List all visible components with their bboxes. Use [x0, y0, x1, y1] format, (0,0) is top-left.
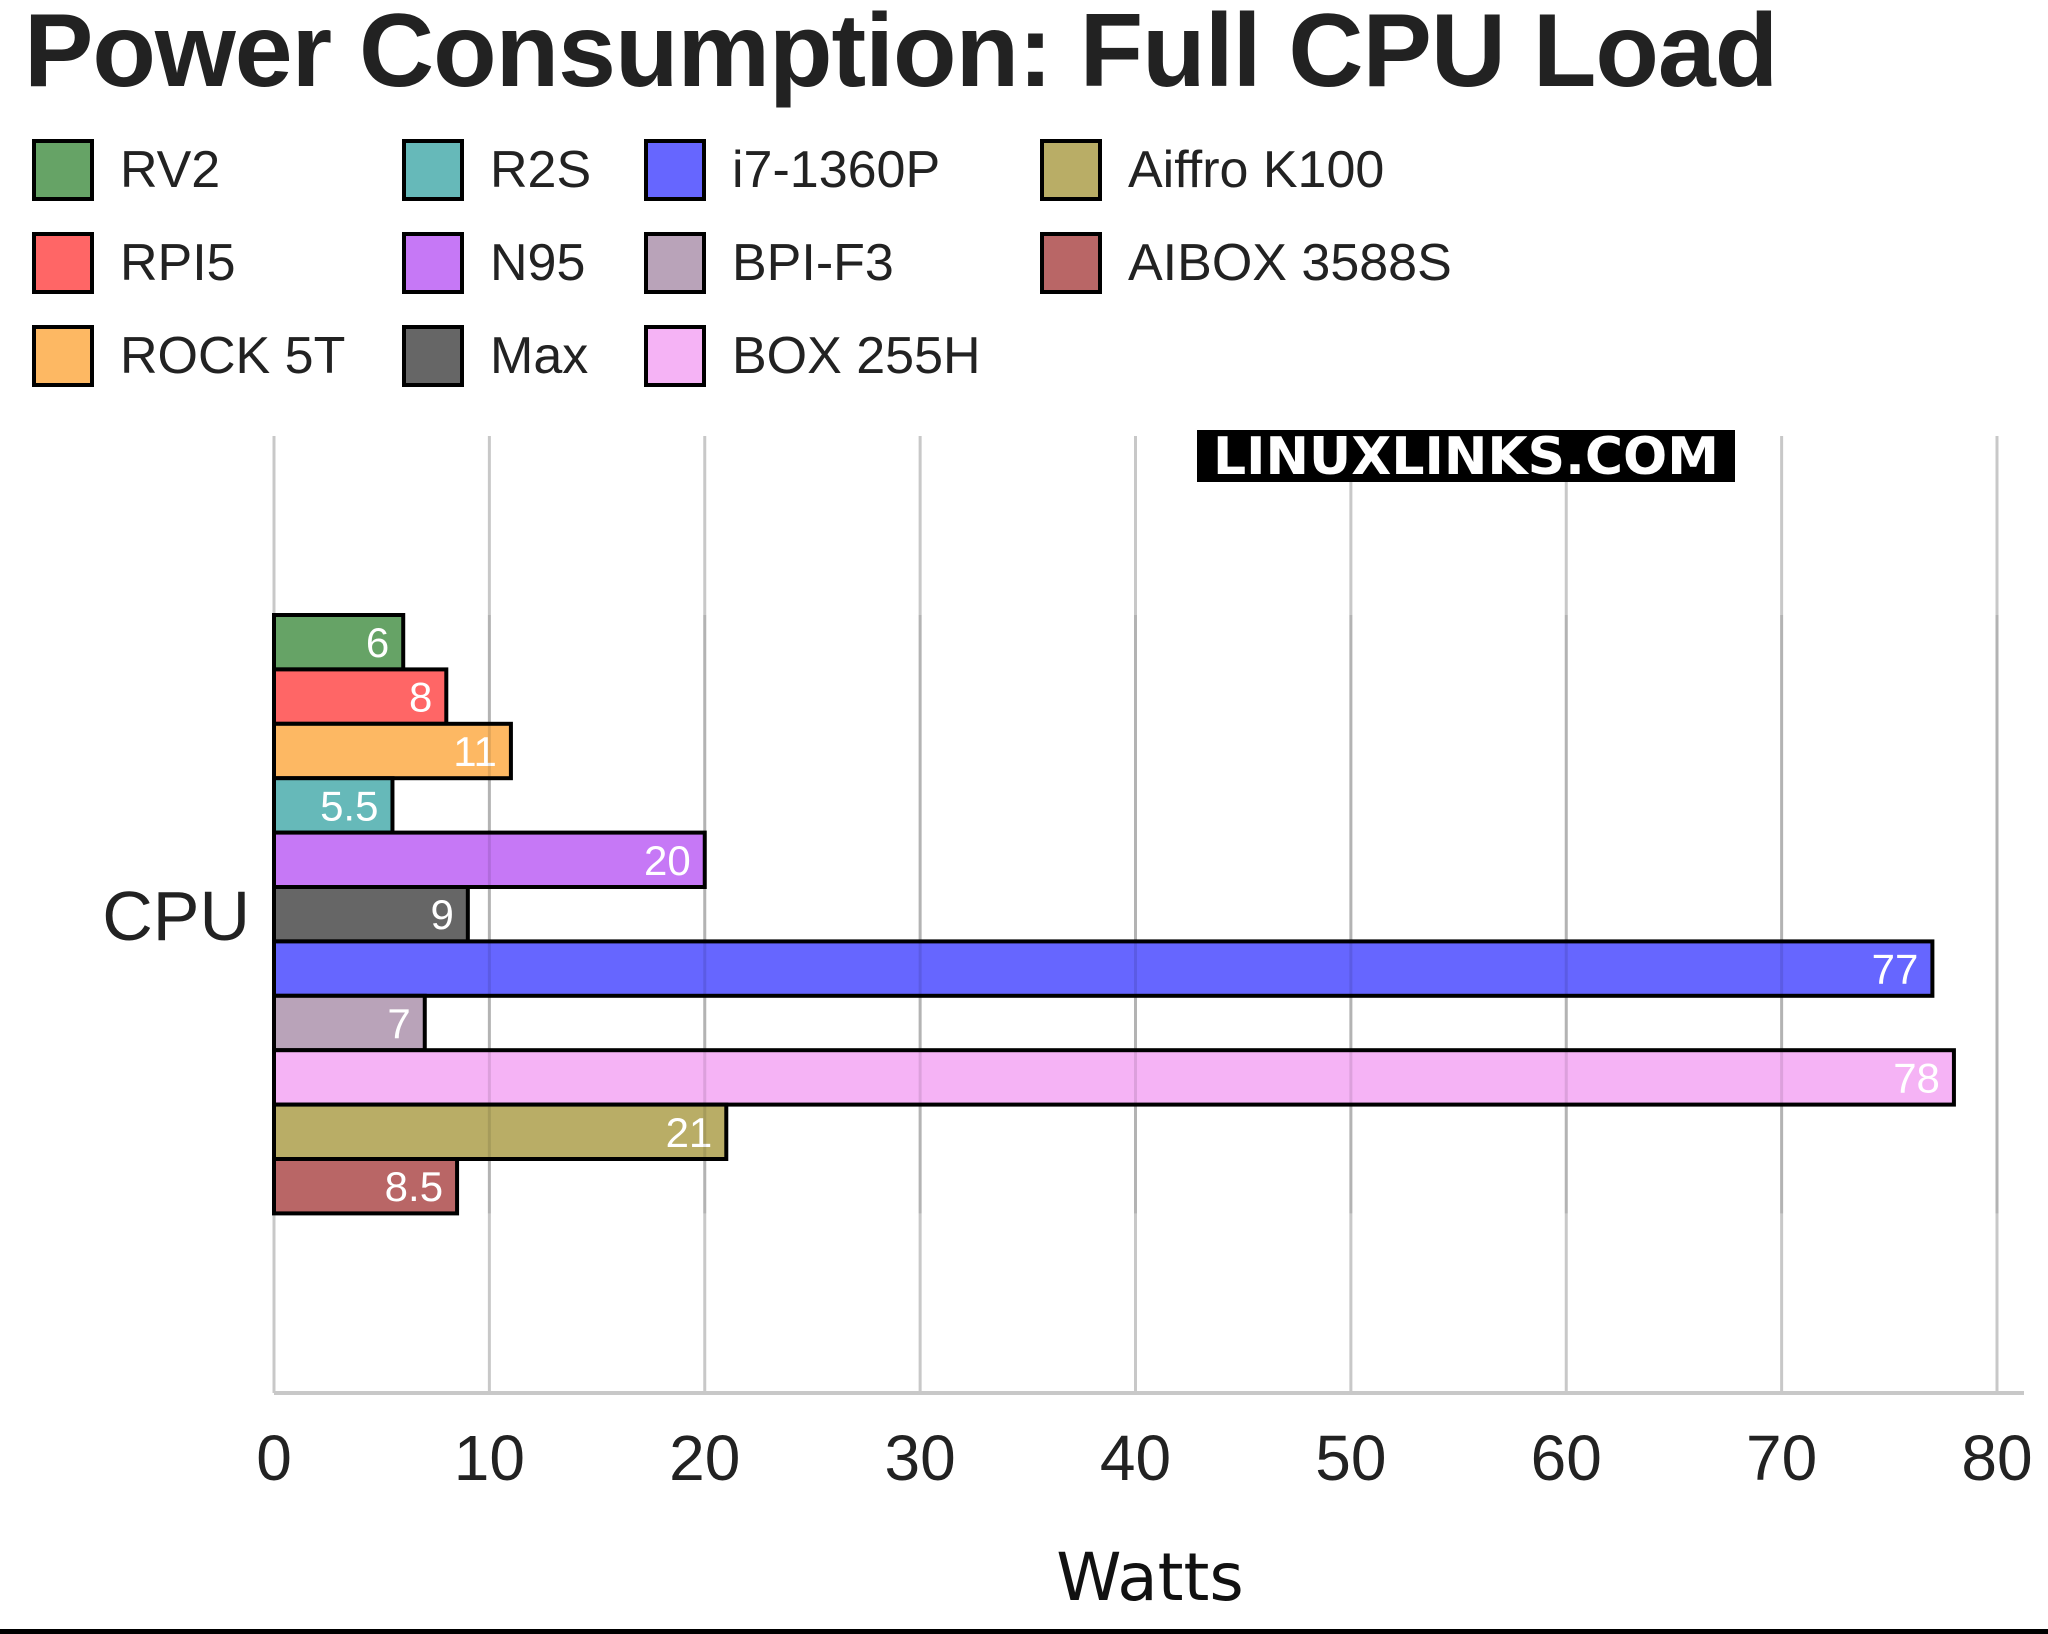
category-label: CPU [102, 877, 250, 955]
bar-value-label: 11 [453, 728, 497, 775]
x-tick-label: 60 [1531, 1422, 1602, 1494]
bar-value-label: 5.5 [320, 782, 378, 829]
legend-label: AIBOX 3588S [1128, 234, 1452, 292]
x-tick-label: 40 [1100, 1422, 1171, 1494]
bar [272, 1102, 729, 1161]
legend-label: ROCK 5T [120, 327, 346, 385]
watermark-box [1197, 430, 1735, 482]
legend-item: N95 [402, 229, 585, 297]
legend-swatch [32, 232, 94, 294]
legend-swatch [644, 325, 706, 387]
bar [272, 776, 395, 835]
legend-swatch [402, 232, 464, 294]
legend-label: BOX 255H [732, 327, 981, 385]
x-tick-label: 20 [669, 1422, 740, 1494]
watermark-text: LINUXLINKS.COM [1213, 427, 1719, 487]
x-tick-label: 10 [454, 1422, 525, 1494]
x-axis-label: Watts [1056, 1539, 1244, 1616]
x-tick-label: 70 [1746, 1422, 1817, 1494]
bar-value-label: 20 [644, 837, 691, 884]
chart-title: Power Consumption: Full CPU Load [24, 0, 1778, 109]
legend-swatch [402, 139, 464, 201]
legend-swatch [644, 232, 706, 294]
legend-item: BOX 255H [644, 322, 981, 390]
x-tick-label: 30 [885, 1422, 956, 1494]
bar [272, 830, 707, 889]
legend-swatch [1040, 139, 1102, 201]
bar [272, 1157, 460, 1216]
legend-swatch [32, 325, 94, 387]
legend-item: BPI-F3 [644, 229, 894, 297]
bar-value-label: 8 [409, 674, 432, 721]
legend-label: N95 [490, 234, 586, 292]
legend-item: RPI5 [32, 229, 236, 297]
legend-label: i7-1360P [732, 141, 941, 199]
bar-value-label: 78 [1893, 1054, 1940, 1101]
x-tick-label: 0 [256, 1422, 292, 1494]
legend-item: i7-1360P [644, 136, 940, 204]
x-tick-label: 50 [1315, 1422, 1386, 1494]
x-tick-label: 80 [1961, 1422, 2032, 1494]
legend-swatch [1040, 232, 1102, 294]
legend-item: AIBOX 3588S [1040, 229, 1452, 297]
bar-value-label: 9 [430, 891, 453, 938]
bar-value-label: 77 [1872, 946, 1919, 993]
legend-label: RPI5 [120, 234, 236, 292]
bar-value-label: 8.5 [385, 1163, 443, 1210]
legend-swatch [644, 139, 706, 201]
legend-item: RV2 [32, 136, 220, 204]
bar-value-label: 6 [366, 619, 389, 666]
legend-label: Max [490, 327, 589, 385]
legend-label: Aiffro K100 [1128, 141, 1385, 199]
legend-item: R2S [402, 136, 591, 204]
legend-label: R2S [490, 141, 592, 199]
legend-swatch [32, 139, 94, 201]
bottom-rule [0, 1629, 2048, 1634]
legend-label: BPI-F3 [732, 234, 894, 292]
legend-item: Aiffro K100 [1040, 136, 1384, 204]
legend: RV2 RPI5 ROCK 5T R2S N95 Max i7-1360P BPI-F3 BOX… [32, 136, 1632, 396]
legend-item: Max [402, 322, 588, 390]
bar [272, 939, 1935, 998]
legend-swatch [402, 325, 464, 387]
bar [272, 1048, 1956, 1107]
legend-item: ROCK 5T [32, 322, 345, 390]
bar-value-label: 7 [387, 1000, 410, 1047]
legend-label: RV2 [120, 141, 221, 199]
bar-value-label: 21 [666, 1109, 713, 1156]
